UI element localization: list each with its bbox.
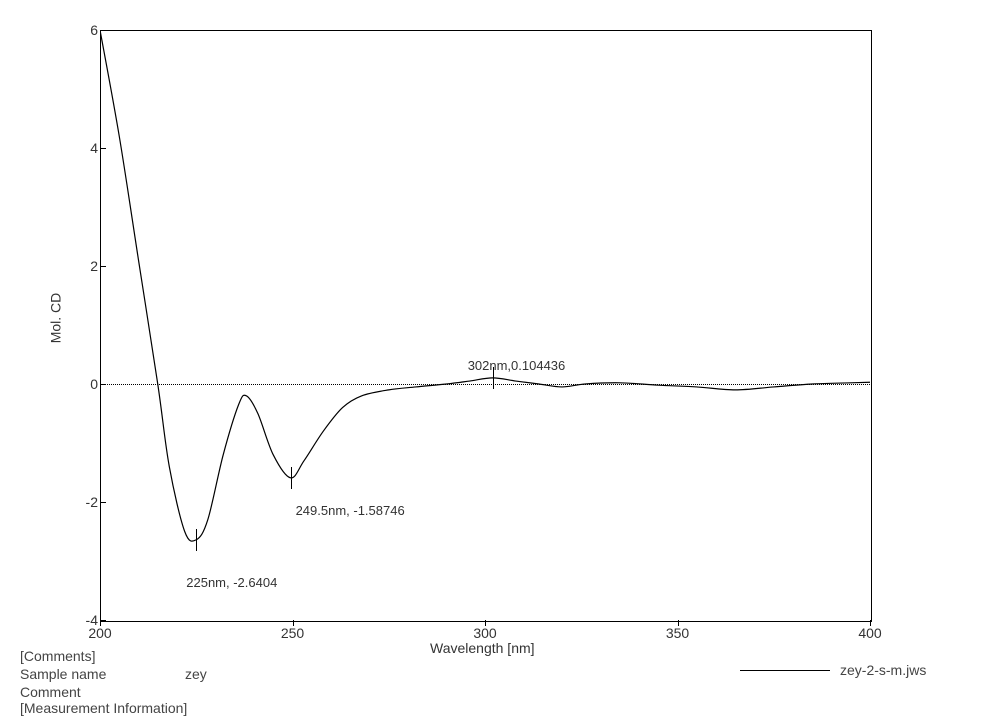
y-axis-label: Mol. CD [47,293,63,344]
y-tick-label: 0 [68,376,98,392]
legend-label: zey-2-s-m.jws [840,662,926,678]
x-tick-label: 400 [858,625,881,641]
y-tick-label: 6 [68,22,98,38]
peak-marker [196,529,197,551]
peak-annotation: 302nm,0.104436 [468,358,566,373]
x-tick-label: 200 [88,625,111,641]
comments-heading: [Comments] [20,648,95,664]
cd-spectrum-curve [100,30,870,620]
measurement-heading: [Measurement Information] [20,700,187,716]
x-tick-mark [678,620,679,626]
comment-label: Comment [20,684,81,700]
x-tick-label: 350 [666,625,689,641]
x-tick-mark [870,620,871,626]
x-tick-label: 300 [473,625,496,641]
peak-annotation: 249.5nm, -1.58746 [296,503,405,518]
sample-name-value: zey [185,666,207,682]
x-tick-mark [485,620,486,626]
x-axis-label: Wavelength [nm] [430,640,535,656]
y-tick-label: 4 [68,140,98,156]
peak-marker [291,467,292,489]
peak-annotation: 225nm, -2.6404 [186,575,277,590]
legend-line [740,670,830,671]
y-tick-label: 2 [68,258,98,274]
chart-container: Mol. CD Wavelength [nm] -4-20246 2002503… [0,0,1000,717]
x-tick-mark [293,620,294,626]
sample-name-label: Sample name [20,666,106,682]
x-tick-mark [100,620,101,626]
y-tick-label: -2 [68,494,98,510]
x-tick-label: 250 [281,625,304,641]
